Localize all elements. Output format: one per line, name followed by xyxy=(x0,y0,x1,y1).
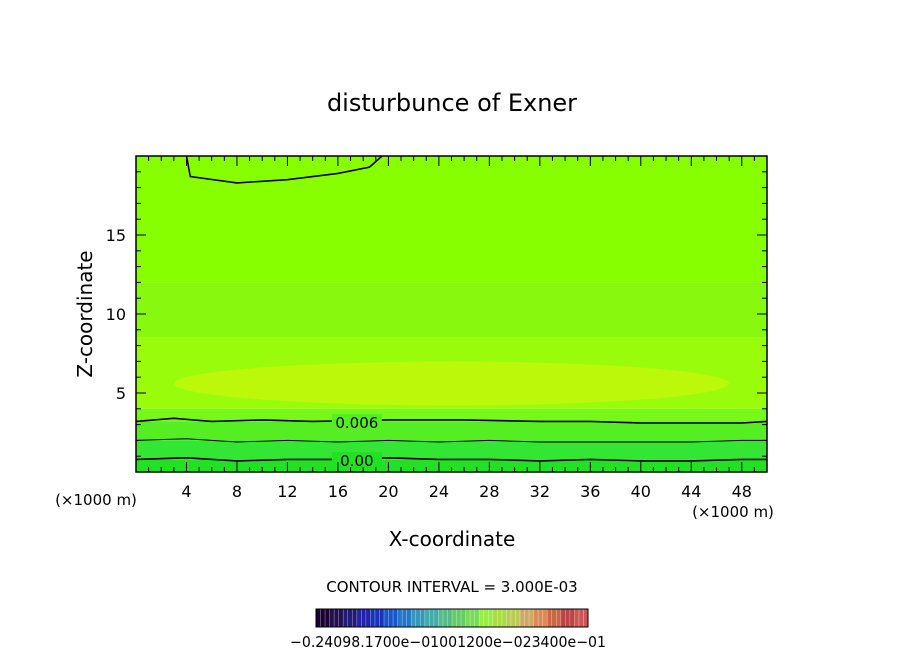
colorbar-swatch xyxy=(343,609,358,627)
colorbar-swatch xyxy=(520,609,535,627)
colorbar-swatch xyxy=(574,609,589,627)
x-tick-label: 12 xyxy=(277,482,297,501)
contour-band-0 xyxy=(136,459,767,472)
contour-lines: 0.006 0.00 xyxy=(135,155,768,470)
contour-band-1 xyxy=(136,440,767,460)
colorbar xyxy=(315,608,589,628)
x-tick-label: 32 xyxy=(530,482,550,501)
colorbar-swatch xyxy=(506,609,521,627)
x-unit-right: (×1000 m) xyxy=(692,503,774,521)
x-tick-label: 40 xyxy=(631,482,651,501)
colorbar-swatch xyxy=(424,609,439,627)
chart-title: disturbunce of Exner xyxy=(327,89,577,117)
colorbar-swatch xyxy=(384,609,399,627)
contour-line-mid1 xyxy=(135,438,767,443)
y-tick-label: 5 xyxy=(116,384,126,403)
colorbar-swatch xyxy=(465,609,480,627)
colorbar-swatch xyxy=(492,609,507,627)
contour-band-6 xyxy=(136,156,767,283)
x-tick-label: 36 xyxy=(580,482,600,501)
colorbar-swatch xyxy=(397,609,412,627)
x-tick-label: 44 xyxy=(681,482,701,501)
x-tick-label: 48 xyxy=(732,482,752,501)
colorbar-swatch xyxy=(547,609,562,627)
y-tick-label: 10 xyxy=(106,305,126,324)
colorbar-swatch xyxy=(356,609,371,627)
x-axis-ticks: 4 8 12 16 20 24 28 32 36 40 44 48 xyxy=(148,156,755,501)
colorbar-swatch xyxy=(479,609,494,627)
contour-line-0.00 xyxy=(135,456,767,462)
contour-band-3 xyxy=(136,408,767,422)
y-tick-label: 15 xyxy=(106,226,126,245)
x-tick-label: 20 xyxy=(378,482,398,501)
x-axis-label: X-coordinate xyxy=(389,527,516,551)
contour-label-1: 0.00 xyxy=(340,452,373,470)
plot-area xyxy=(136,156,767,472)
colorbar-swatch xyxy=(411,609,426,627)
colorbar-swatch xyxy=(370,609,385,627)
contour-label-bg-1 xyxy=(331,451,382,468)
contour-band-2 xyxy=(136,421,767,441)
contour-band-5 xyxy=(136,282,767,338)
colorbar-swatch xyxy=(452,609,467,627)
x-tick-label: 16 xyxy=(328,482,348,501)
contour-interval-label: CONTOUR INTERVAL = 3.000E-03 xyxy=(326,578,577,596)
colorbar-swatch xyxy=(533,609,548,627)
x-tick-label: 24 xyxy=(429,482,449,501)
colorbar-labels: −0.24098.1700e−01001200e−023400e−01 xyxy=(290,633,606,651)
contour-label-bg-0 xyxy=(331,414,382,431)
x-tick-label: 8 xyxy=(232,482,242,501)
y-axis-ticks: 5 10 15 xyxy=(106,171,767,457)
x-unit-left: (×1000 m) xyxy=(55,491,137,509)
y-axis-label: Z-coordinate xyxy=(73,250,97,377)
contour-label-0: 0.006 xyxy=(335,414,378,432)
colorbar-swatch xyxy=(438,609,453,627)
contour-line-top xyxy=(185,155,383,184)
colorbar-swatch xyxy=(329,609,344,627)
contour-line-0.006 xyxy=(135,417,768,424)
colorbar-frame xyxy=(315,608,589,628)
contour-band-highlight xyxy=(173,361,730,406)
x-tick-label: 4 xyxy=(181,482,191,501)
x-tick-label: 28 xyxy=(479,482,499,501)
colorbar-swatch xyxy=(560,609,575,627)
colorbar-swatch xyxy=(316,609,331,627)
